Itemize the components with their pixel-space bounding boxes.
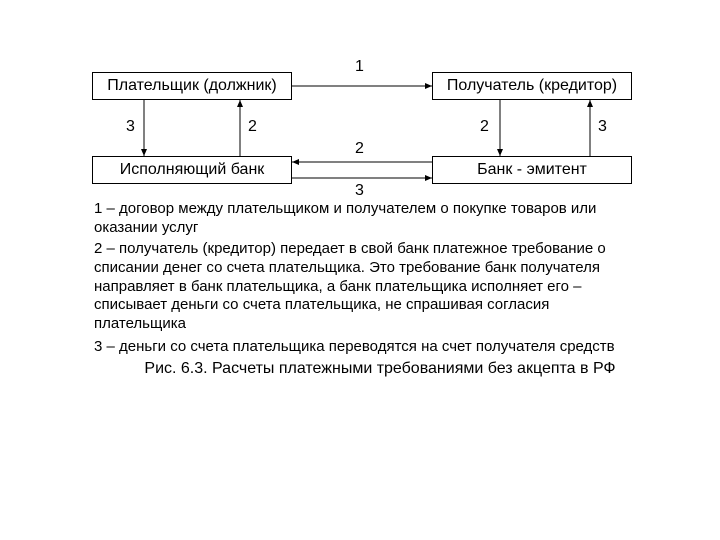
node-payee: Получатель (кредитор) <box>432 72 632 100</box>
description-1: 1 – договор между плательщиком и получат… <box>94 200 634 238</box>
node-execbank-label: Исполняющий банк <box>120 161 265 179</box>
edge-label-e3b: 3 <box>355 182 364 200</box>
diagram-canvas: Плательщик (должник) Получатель (кредито… <box>0 0 720 540</box>
node-issbank-label: Банк - эмитент <box>477 161 587 179</box>
edge-label-e2a: 2 <box>480 118 489 136</box>
node-issbank: Банк - эмитент <box>432 156 632 184</box>
node-execbank: Исполняющий банк <box>92 156 292 184</box>
description-3: 3 – деньги со счета плательщика переводя… <box>94 338 615 357</box>
node-payee-label: Получатель (кредитор) <box>447 77 617 95</box>
edge-label-e3a: 3 <box>126 118 135 136</box>
node-payer-label: Плательщик (должник) <box>107 77 276 95</box>
description-2: 2 – получатель (кредитор) передает в сво… <box>94 240 634 334</box>
edge-label-e2c: 2 <box>248 118 257 136</box>
edge-label-e1: 1 <box>355 58 364 76</box>
figure-caption: Рис. 6.3. Расчеты платежными требованиям… <box>120 360 640 378</box>
node-payer: Плательщик (должник) <box>92 72 292 100</box>
edge-label-e2b: 2 <box>355 140 364 158</box>
edge-label-e3c: 3 <box>598 118 607 136</box>
